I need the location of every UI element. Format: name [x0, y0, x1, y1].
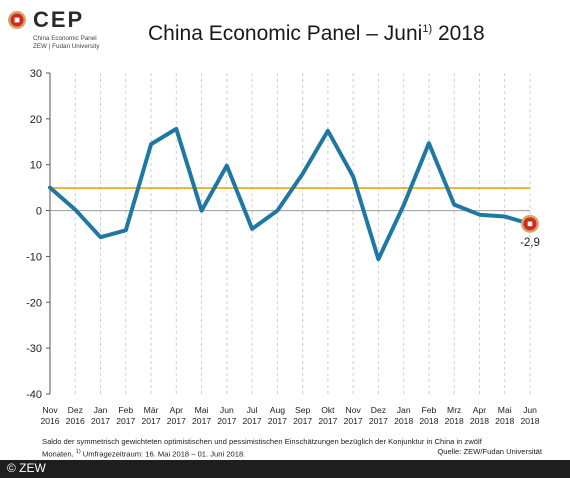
- y-tick-label: 30: [30, 68, 42, 80]
- cep-logo-icon: [8, 11, 26, 29]
- x-tick-label-month: Feb: [118, 405, 133, 415]
- x-tick-label-year: 2017: [318, 416, 337, 426]
- footnote-period-a: Monaten.: [42, 449, 76, 459]
- x-tick-label-month: Jan: [94, 405, 108, 415]
- x-tick-label-year: 2018: [470, 416, 489, 426]
- x-tick-label-month: Mär: [144, 405, 159, 415]
- x-tick-label-month: Jun: [220, 405, 234, 415]
- footnote-period-b: Umfragezeitraum: 16. Mai 2018 – 01. Juni…: [80, 449, 246, 459]
- x-tick-label-month: Dez: [371, 405, 386, 415]
- copyright-bar: © ZEW: [0, 460, 570, 478]
- x-tick-label-year: 2016: [40, 416, 59, 426]
- x-tick-label-month: Okt: [321, 405, 335, 415]
- x-tick-label-month: Mrz: [447, 405, 461, 415]
- line-chart: 3020100-10-20-30-40Nov2016Dez2016Jan2017…: [26, 68, 540, 426]
- y-tick-label: 20: [30, 114, 42, 126]
- x-tick-label-year: 2017: [369, 416, 388, 426]
- x-tick-label-month: Jun: [523, 405, 537, 415]
- x-tick-label-year: 2017: [167, 416, 186, 426]
- x-tick-label-month: Nov: [346, 405, 362, 415]
- cep-logo: CEP China Economic Panel ZEW | Fudan Uni…: [7, 7, 137, 56]
- x-tick-label-year: 2018: [520, 416, 539, 426]
- x-tick-label-month: Aug: [270, 405, 286, 415]
- x-tick-label-month: Mai: [498, 405, 512, 415]
- footnote-line-1: Saldo der symmetrisch gewichteten optimi…: [42, 437, 482, 446]
- footnote-period: Monaten. 1) Umfragezeitraum: 16. Mai 201…: [42, 447, 245, 460]
- x-tick-label-month: Jan: [397, 405, 411, 415]
- series-line: [48, 126, 532, 262]
- y-tick-label: -40: [26, 389, 42, 401]
- y-tick-label: -30: [26, 343, 42, 355]
- x-tick-label-year: 2018: [394, 416, 413, 426]
- x-tick-label-month: Nov: [42, 405, 58, 415]
- logo-subtitle-1: China Economic Panel: [33, 35, 97, 42]
- y-tick-label: 10: [30, 160, 42, 172]
- x-tick-label-month: Apr: [170, 405, 184, 415]
- chart-title: China Economic Panel – Juni1) 2018: [148, 22, 485, 46]
- x-tick-label-month: Dez: [68, 405, 83, 415]
- x-tick-label-year: 2017: [141, 416, 160, 426]
- footnote-period-mark: 1): [75, 449, 81, 455]
- x-tick-label-year: 2017: [243, 416, 262, 426]
- last-point-marker-center: [527, 221, 533, 227]
- logo-subtitle-2: ZEW | Fudan University: [33, 43, 100, 50]
- x-tick-label-month: Sep: [295, 405, 311, 415]
- footnote: Saldo der symmetrisch gewichteten optimi…: [42, 437, 542, 460]
- x-tick-label-year: 2017: [116, 416, 135, 426]
- x-tick-label-month: Apr: [473, 405, 487, 415]
- x-tick-label-month: Mai: [195, 405, 209, 415]
- x-tick-label-year: 2018: [495, 416, 514, 426]
- x-tick-label-month: Feb: [422, 405, 437, 415]
- x-tick-label-year: 2017: [268, 416, 287, 426]
- copyright-text: © ZEW: [7, 461, 46, 475]
- y-tick-label: -20: [26, 297, 42, 309]
- x-tick-label-year: 2017: [293, 416, 312, 426]
- x-tick-label-year: 2018: [419, 416, 438, 426]
- x-tick-label-year: 2018: [445, 416, 464, 426]
- title-main: China Economic Panel – Juni: [148, 22, 423, 45]
- x-tick-label-year: 2017: [217, 416, 236, 426]
- logo-name: CEP: [33, 7, 85, 32]
- x-tick-label-year: 2017: [344, 416, 363, 426]
- x-tick-label-year: 2016: [66, 416, 85, 426]
- footnote-line-2: Monaten. 1) Umfragezeitraum: 16. Mai 201…: [42, 447, 542, 460]
- y-tick-label: -10: [26, 251, 42, 263]
- x-tick-label-year: 2017: [91, 416, 110, 426]
- title-year: 2018: [432, 22, 485, 45]
- x-tick-label-year: 2017: [192, 416, 211, 426]
- last-point-label: -2,9: [520, 237, 540, 249]
- footnote-source: Quelle: ZEW/Fudan Universität: [437, 447, 542, 456]
- title-footnote-mark: 1): [422, 23, 433, 35]
- y-tick-label: 0: [36, 206, 42, 218]
- x-tick-label-month: Jul: [247, 405, 258, 415]
